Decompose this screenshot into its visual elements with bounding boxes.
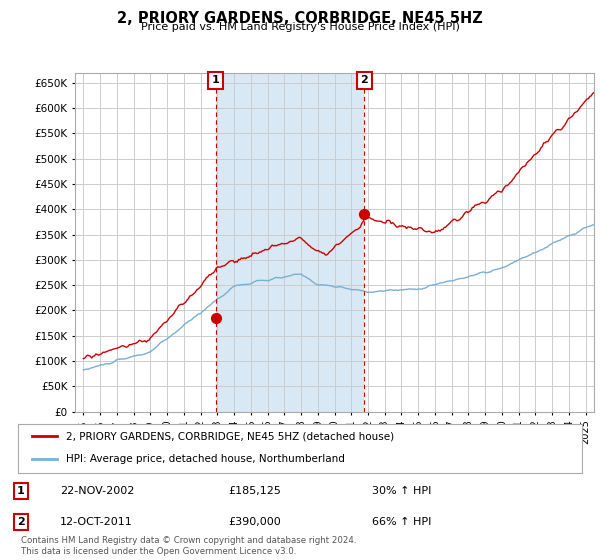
Text: 66% ↑ HPI: 66% ↑ HPI [372, 517, 431, 527]
Text: £390,000: £390,000 [228, 517, 281, 527]
Text: 2: 2 [361, 76, 368, 85]
Text: 2: 2 [17, 517, 25, 527]
Text: 22-NOV-2002: 22-NOV-2002 [60, 486, 134, 496]
Text: 30% ↑ HPI: 30% ↑ HPI [372, 486, 431, 496]
Text: 1: 1 [17, 486, 25, 496]
Point [359, 210, 369, 219]
Text: 2, PRIORY GARDENS, CORBRIDGE, NE45 5HZ: 2, PRIORY GARDENS, CORBRIDGE, NE45 5HZ [117, 11, 483, 26]
Text: Price paid vs. HM Land Registry's House Price Index (HPI): Price paid vs. HM Land Registry's House … [140, 22, 460, 32]
Text: 12-OCT-2011: 12-OCT-2011 [60, 517, 133, 527]
Text: Contains HM Land Registry data © Crown copyright and database right 2024.
This d: Contains HM Land Registry data © Crown c… [21, 536, 356, 556]
Point [211, 314, 220, 323]
Text: HPI: Average price, detached house, Northumberland: HPI: Average price, detached house, Nort… [66, 454, 345, 464]
Bar [215, 73, 364, 412]
Text: 1: 1 [212, 76, 220, 85]
Text: 2, PRIORY GARDENS, CORBRIDGE, NE45 5HZ (detached house): 2, PRIORY GARDENS, CORBRIDGE, NE45 5HZ (… [66, 431, 394, 441]
Text: £185,125: £185,125 [228, 486, 281, 496]
